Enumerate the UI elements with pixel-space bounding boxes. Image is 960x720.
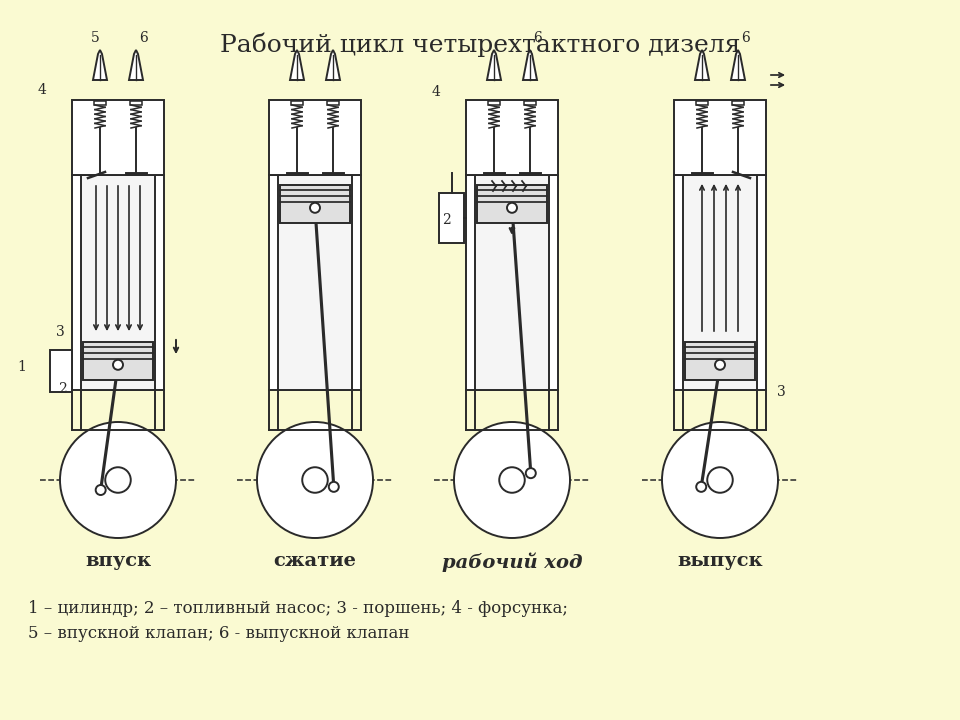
Text: рабочий ход: рабочий ход — [442, 552, 583, 572]
Bar — [291, 101, 303, 105]
Polygon shape — [93, 50, 107, 80]
Bar — [130, 101, 142, 105]
Text: сжатие: сжатие — [274, 552, 356, 570]
Bar — [83, 342, 153, 380]
Text: 4: 4 — [37, 83, 46, 97]
Text: 6: 6 — [534, 31, 542, 45]
Bar — [327, 101, 339, 105]
Bar — [683, 175, 757, 390]
Text: 3: 3 — [777, 385, 785, 399]
Bar — [674, 175, 766, 390]
Circle shape — [715, 360, 725, 370]
Bar — [488, 101, 500, 105]
Bar — [475, 175, 549, 390]
Text: 2: 2 — [58, 382, 66, 396]
Bar — [685, 342, 755, 380]
Polygon shape — [129, 50, 143, 80]
Bar — [524, 101, 536, 105]
Text: 5: 5 — [90, 31, 100, 45]
Bar — [50, 350, 72, 392]
Text: 6: 6 — [742, 31, 751, 45]
Bar — [732, 101, 744, 105]
Text: выпуск: выпуск — [677, 552, 763, 570]
Circle shape — [302, 467, 327, 492]
Circle shape — [328, 482, 339, 492]
Polygon shape — [487, 50, 501, 80]
Circle shape — [106, 467, 131, 492]
Text: 3: 3 — [56, 325, 64, 339]
Polygon shape — [731, 50, 745, 80]
Polygon shape — [290, 50, 304, 80]
Text: 5 – впускной клапан; 6 - выпускной клапан: 5 – впускной клапан; 6 - выпускной клапа… — [28, 625, 410, 642]
Bar — [72, 175, 164, 390]
Circle shape — [96, 485, 106, 495]
Circle shape — [499, 467, 525, 492]
Polygon shape — [326, 50, 340, 80]
Circle shape — [526, 468, 536, 478]
Bar — [466, 175, 558, 390]
Polygon shape — [695, 50, 709, 80]
Text: 1: 1 — [17, 360, 27, 374]
Circle shape — [507, 203, 517, 213]
Circle shape — [113, 360, 123, 370]
Bar — [269, 100, 361, 175]
Circle shape — [257, 422, 373, 538]
Polygon shape — [523, 50, 537, 80]
Circle shape — [662, 422, 778, 538]
Bar — [0, 538, 960, 566]
Bar — [280, 185, 350, 223]
Bar — [439, 193, 464, 243]
Text: 6: 6 — [139, 31, 149, 45]
Bar — [94, 101, 106, 105]
Bar — [72, 100, 164, 175]
Text: Рабочий цикл четырехтактного дизеля: Рабочий цикл четырехтактного дизеля — [220, 32, 740, 56]
Bar — [674, 100, 766, 175]
Text: 2: 2 — [442, 213, 450, 227]
Circle shape — [708, 467, 732, 492]
Text: впуск: впуск — [84, 552, 151, 570]
Text: 1 – цилиндр; 2 – топливный насос; 3 - поршень; 4 - форсунка;: 1 – цилиндр; 2 – топливный насос; 3 - по… — [28, 600, 568, 617]
Bar — [278, 175, 352, 390]
Circle shape — [696, 482, 707, 492]
Circle shape — [60, 422, 176, 538]
Circle shape — [310, 203, 320, 213]
Bar — [81, 175, 155, 390]
Bar — [269, 175, 361, 390]
Bar — [477, 185, 547, 223]
Text: 4: 4 — [432, 85, 441, 99]
Bar — [466, 100, 558, 175]
Bar — [696, 101, 708, 105]
Circle shape — [454, 422, 570, 538]
